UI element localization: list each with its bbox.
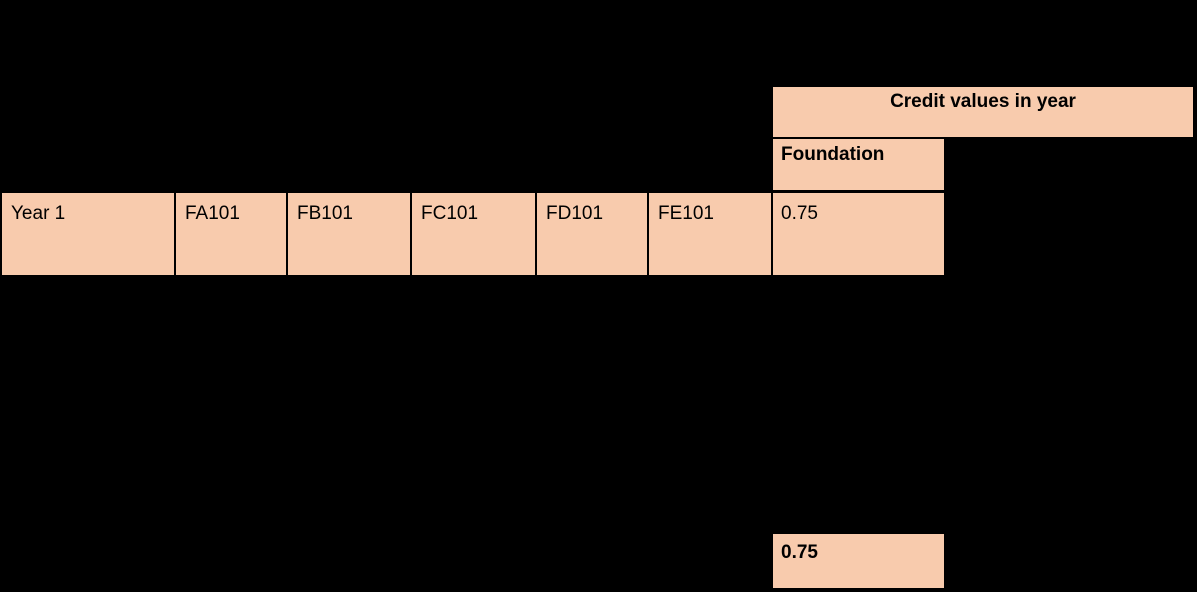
foundation-total-value: 0.75 (781, 542, 818, 563)
foundation-credit-value: 0.75 (781, 203, 818, 224)
module-code: FC101 (421, 203, 479, 224)
module-cell-fb101: FB101 (288, 193, 410, 275)
module-cell-fd101: FD101 (537, 193, 647, 275)
year-label-cell: Year 1 (2, 193, 174, 275)
credit-values-header-label: Credit values in year (890, 91, 1076, 112)
credit-values-header-cell: Credit values in year (773, 87, 1193, 137)
module-code: FB101 (297, 203, 353, 224)
foundation-header-cell: Foundation (773, 139, 944, 190)
module-cell-fc101: FC101 (412, 193, 535, 275)
foundation-credit-cell: 0.75 (773, 193, 944, 275)
year-label: Year 1 (11, 203, 66, 224)
module-code: FA101 (185, 203, 240, 224)
module-code: FE101 (658, 203, 714, 224)
module-code: FD101 (546, 203, 604, 224)
foundation-header-label: Foundation (781, 144, 885, 165)
module-cell-fe101: FE101 (649, 193, 771, 275)
foundation-total-cell: 0.75 (773, 534, 944, 588)
module-cell-fa101: FA101 (176, 193, 286, 275)
